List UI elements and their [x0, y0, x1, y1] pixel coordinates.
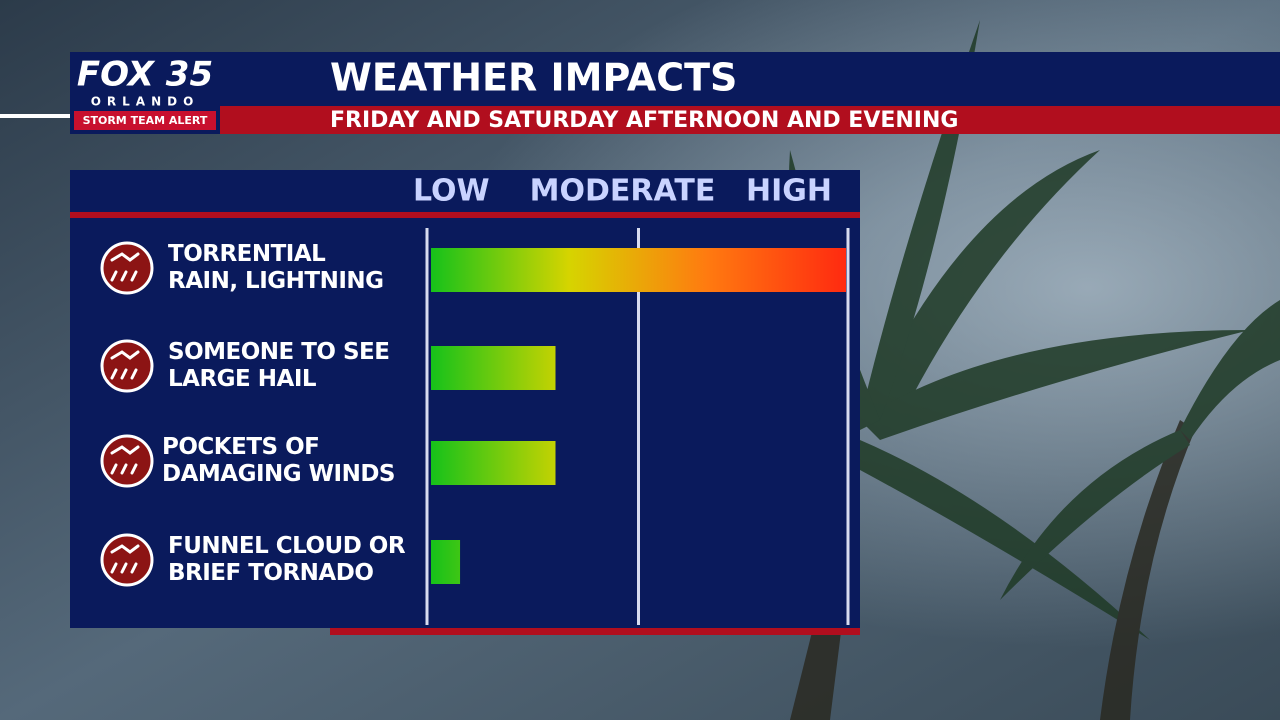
bar: [431, 248, 846, 292]
logo-badge-bg: [74, 111, 216, 130]
category-icon: [100, 241, 154, 295]
category-icon-glyph: [110, 252, 140, 282]
category-label: FUNNEL CLOUD OR BRIEF TORNADO: [168, 533, 406, 586]
category-icon-glyph: [110, 544, 140, 574]
category-icon-glyph: [110, 445, 140, 475]
category-icon: [100, 339, 154, 393]
x-tick-label: LOW: [413, 174, 490, 209]
chart-title: WEATHER IMPACTS: [330, 56, 737, 100]
category-icon: [100, 533, 154, 587]
x-tick-label: HIGH: [746, 174, 832, 209]
category-icon-glyph: [110, 350, 140, 380]
chart-subtitle: FRIDAY AND SATURDAY AFTERNOON AND EVENIN…: [330, 108, 958, 133]
bar: [431, 346, 556, 390]
subtitle-bar: [220, 106, 1280, 134]
bar: [431, 540, 461, 584]
title-bar: [220, 52, 1280, 106]
logo: FOX 35: [77, 55, 213, 95]
x-tick-label: MODERATE: [530, 174, 716, 209]
logo-badge: STORM TEAM ALERT: [83, 114, 208, 127]
category-icon: [100, 434, 154, 488]
category-label: SOMEONE TO SEE LARGE HAIL: [168, 339, 390, 392]
panel-footer: [330, 628, 860, 635]
bar: [431, 441, 556, 485]
icons: [100, 241, 154, 587]
logo-city: ORLANDO: [91, 95, 200, 109]
chart-panel: [70, 170, 860, 628]
category-label: TORRENTIAL RAIN, LIGHTNING: [168, 241, 384, 294]
category-label: POCKETS OF DAMAGING WINDS: [162, 434, 395, 487]
panel-divider: [70, 212, 860, 218]
